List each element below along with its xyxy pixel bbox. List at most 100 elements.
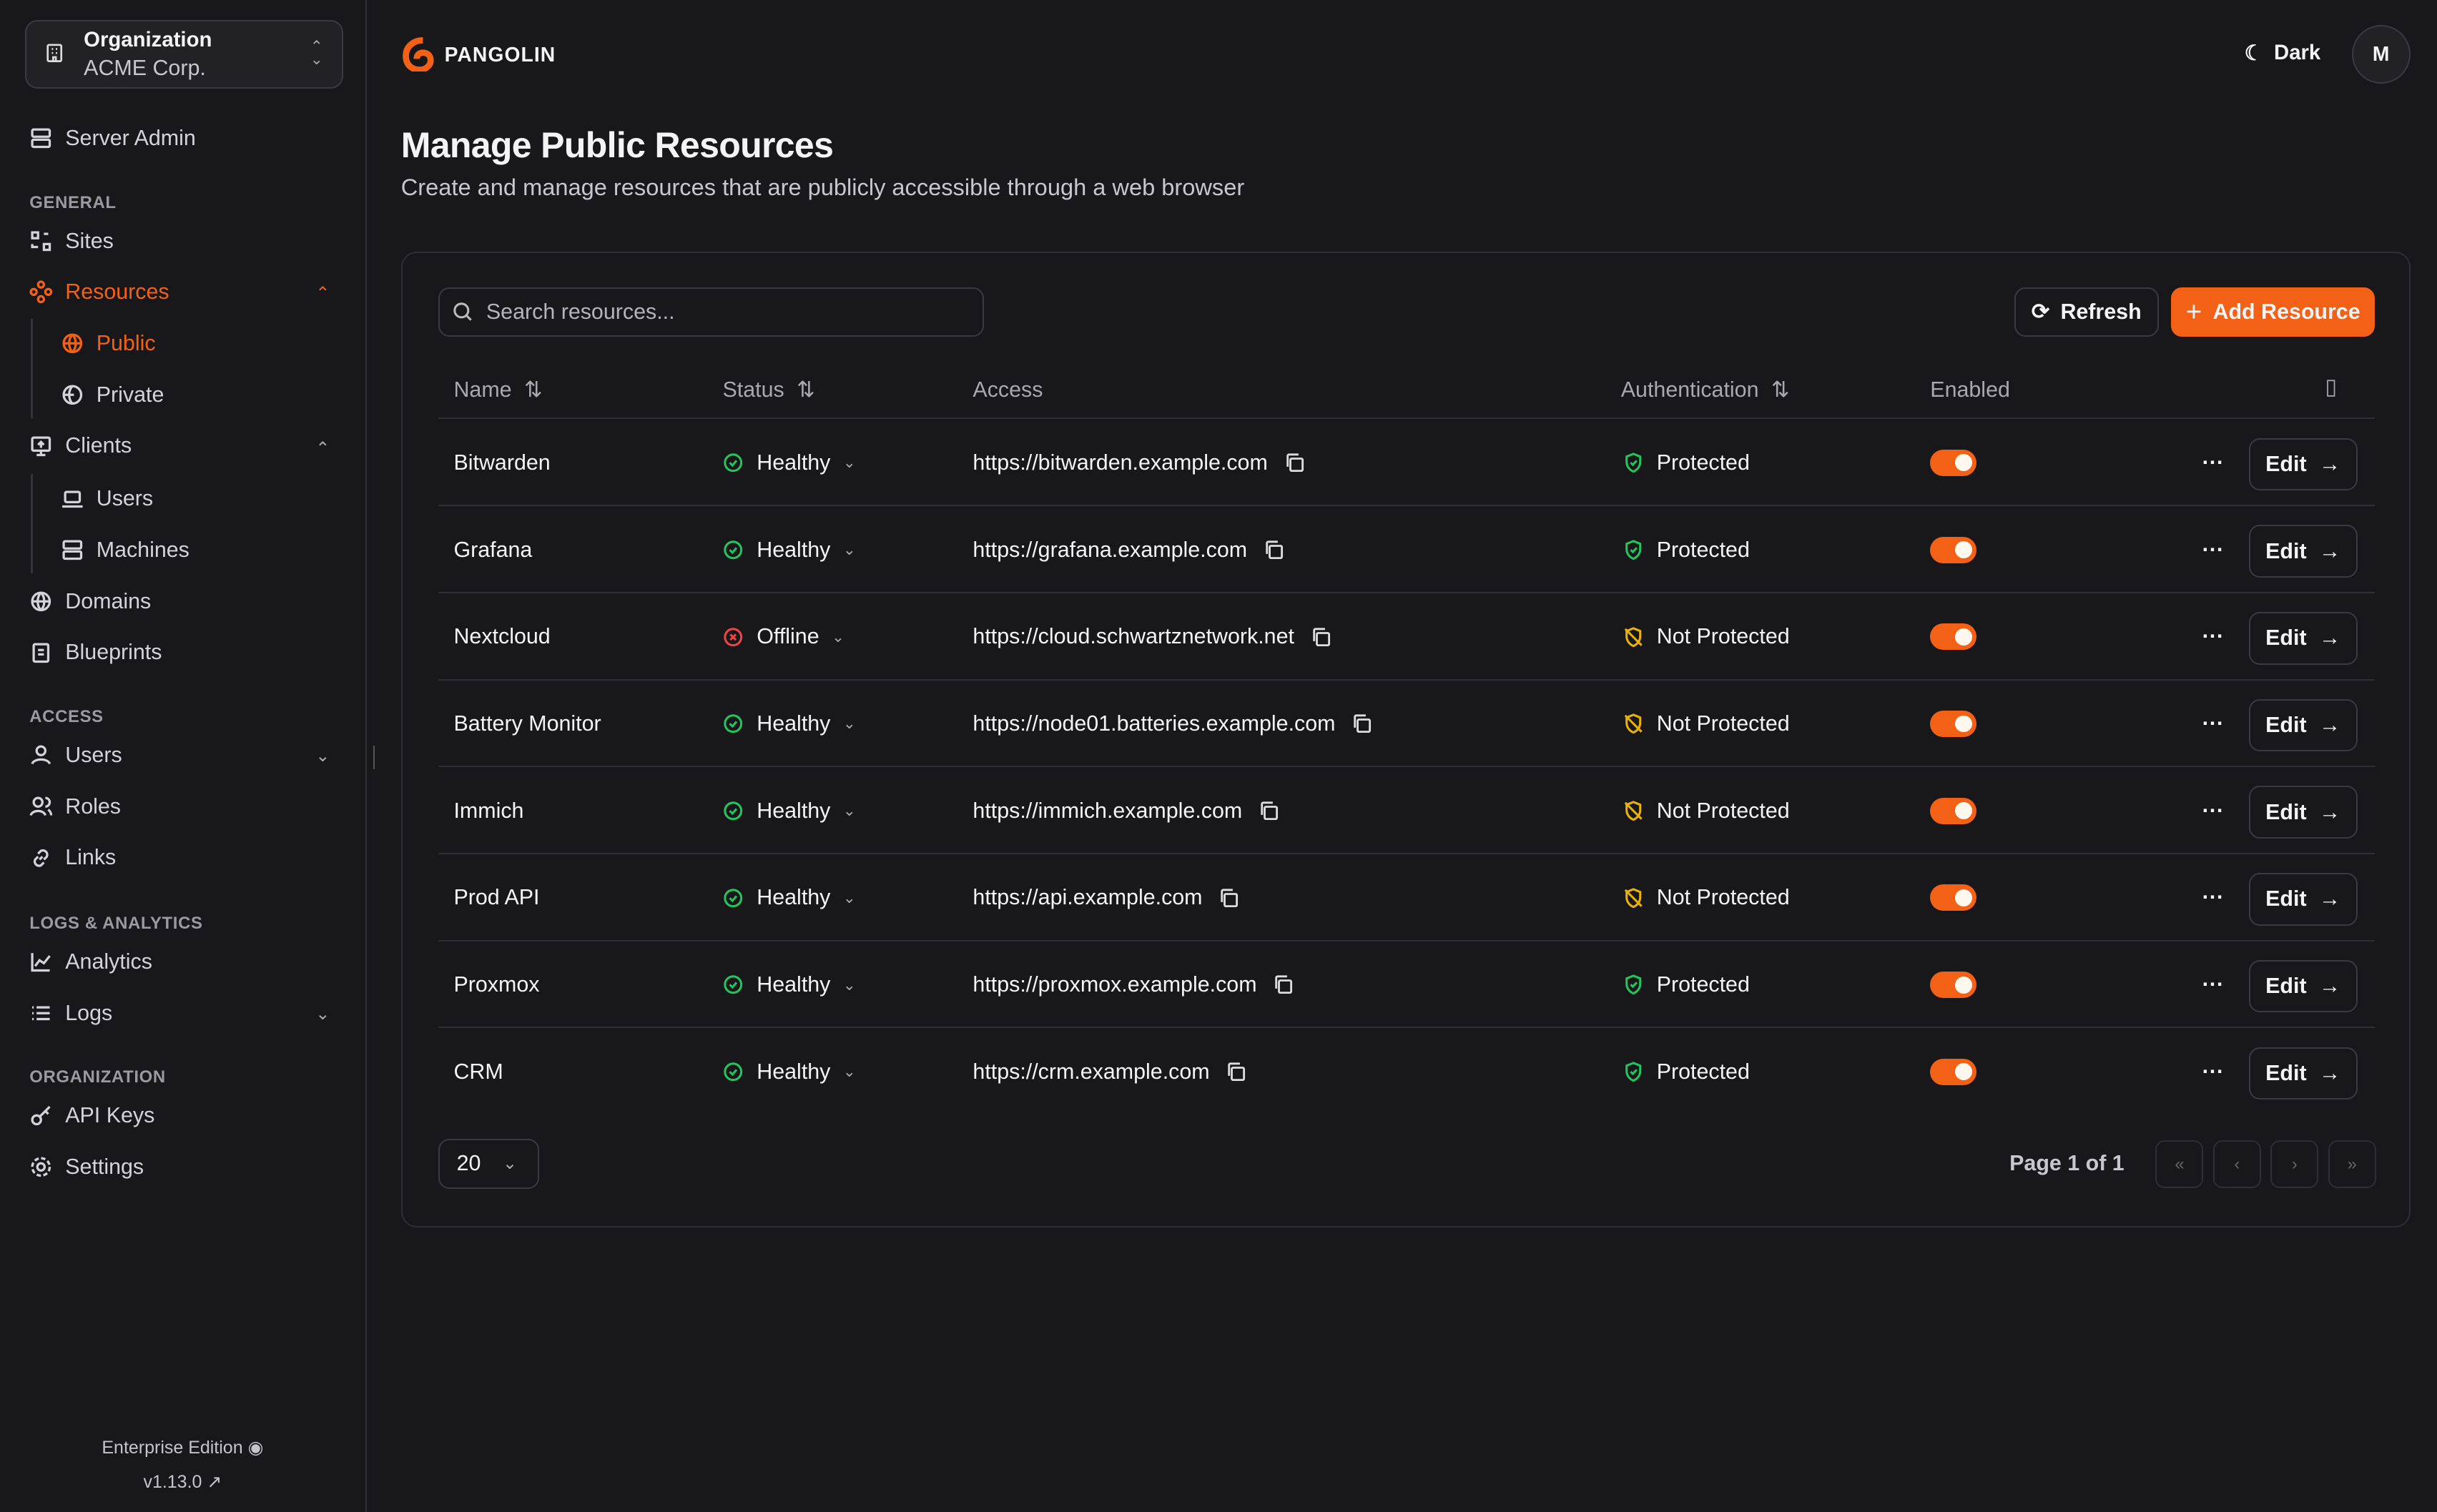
more-actions-icon[interactable]: ··· [2202, 972, 2225, 997]
chevron-up-icon[interactable]: ⌃ [315, 283, 330, 303]
copy-icon[interactable] [1258, 800, 1279, 821]
enabled-toggle[interactable] [1930, 681, 1977, 768]
edit-button[interactable]: Edit → [2248, 698, 2358, 752]
add-resource-button[interactable]: + Add Resource [2171, 287, 2375, 337]
toggle-switch[interactable] [1930, 449, 1977, 476]
avatar[interactable]: M [2351, 24, 2411, 84]
copy-icon[interactable] [1272, 974, 1294, 995]
copy-icon[interactable] [1218, 887, 1239, 909]
access-link[interactable]: https://bitwarden.example.com [973, 450, 1268, 475]
copy-icon[interactable] [1263, 539, 1284, 560]
chevron-down-icon[interactable]: ⌄ [315, 746, 330, 766]
copy-icon[interactable] [1284, 452, 1305, 473]
nav-logs[interactable]: Logs [29, 1001, 112, 1026]
key-icon [31, 1106, 51, 1126]
edit-button[interactable]: Edit → [2248, 959, 2358, 1013]
more-actions-icon[interactable]: ··· [2202, 798, 2225, 823]
chevron-down-icon[interactable]: ⌄ [315, 1004, 330, 1024]
column-status[interactable]: Status ⇅ [722, 377, 814, 402]
enabled-toggle[interactable] [1930, 1028, 1977, 1115]
column-name[interactable]: Name ⇅ [453, 377, 542, 402]
first-page-button[interactable]: « [2155, 1140, 2204, 1189]
chevron-up-icon[interactable]: ⌃ [315, 438, 330, 458]
access-link[interactable]: https://node01.batteries.example.com [973, 711, 1336, 736]
search-input[interactable]: Search resources... [438, 287, 984, 337]
sidebar-resize-handle[interactable] [373, 746, 375, 769]
nav-settings[interactable]: Settings [29, 1155, 144, 1180]
status-dropdown[interactable]: Healthy ⌄ [722, 767, 856, 854]
nav-private[interactable]: Private [61, 382, 164, 407]
table-row: Battery Monitor Healthy ⌄ https://node01.… [438, 678, 2375, 768]
version-link[interactable]: v1.13.0 ↗ [0, 1471, 365, 1493]
toggle-switch[interactable] [1930, 1058, 1977, 1085]
column-authentication[interactable]: Authentication ⇅ [1621, 377, 1790, 402]
columns-toggle-icon[interactable]: ▯ [2325, 374, 2338, 399]
status-dropdown[interactable]: Healthy ⌄ [722, 854, 856, 942]
enabled-toggle[interactable] [1930, 419, 1977, 506]
arrow-right-icon: → [2318, 712, 2341, 737]
nav-server-admin[interactable]: Server Admin [29, 126, 196, 151]
enabled-toggle[interactable] [1930, 506, 1977, 593]
nav-links[interactable]: Links [29, 845, 116, 870]
refresh-button[interactable]: ⟳ Refresh [2014, 287, 2159, 337]
more-actions-icon[interactable]: ··· [2202, 537, 2225, 562]
toggle-switch[interactable] [1930, 623, 1977, 651]
copy-icon[interactable] [1310, 626, 1331, 648]
edit-button[interactable]: Edit → [2248, 525, 2358, 578]
edit-button[interactable]: Edit → [2248, 786, 2358, 839]
status-dropdown[interactable]: Offline ⌄ [722, 593, 845, 681]
status-dropdown[interactable]: Healthy ⌄ [722, 1028, 856, 1115]
status-dropdown[interactable]: Healthy ⌄ [722, 681, 856, 768]
enabled-toggle[interactable] [1930, 593, 1977, 681]
edition-link[interactable]: Enterprise Edition ◉ [0, 1437, 365, 1458]
status-dropdown[interactable]: Healthy ⌄ [722, 506, 856, 593]
nav-roles[interactable]: Roles [29, 794, 121, 819]
status-text: Healthy [757, 711, 831, 736]
access-link[interactable]: https://proxmox.example.com [973, 972, 1257, 997]
toggle-switch[interactable] [1930, 884, 1977, 911]
enabled-toggle[interactable] [1930, 767, 1977, 854]
access-link[interactable]: https://api.example.com [973, 885, 1203, 910]
toggle-switch[interactable] [1930, 972, 1977, 999]
access-link[interactable]: https://cloud.schwartznetwork.net [973, 624, 1294, 649]
access-link[interactable]: https://crm.example.com [973, 1059, 1210, 1084]
theme-toggle[interactable]: ☾ Dark [2245, 41, 2321, 66]
enabled-toggle[interactable] [1930, 942, 1977, 1029]
page-size-select[interactable]: 20 ⌄ [438, 1138, 539, 1189]
toggle-switch[interactable] [1930, 797, 1977, 824]
next-page-button[interactable]: › [2270, 1140, 2319, 1189]
nav-blueprints[interactable]: Blueprints [29, 640, 162, 665]
prev-page-button[interactable]: ‹ [2212, 1140, 2261, 1189]
nav-analytics[interactable]: Analytics [29, 949, 152, 974]
more-actions-icon[interactable]: ··· [2202, 885, 2225, 910]
nav-resources[interactable]: Resources [29, 280, 169, 305]
more-actions-icon[interactable]: ··· [2202, 624, 2225, 649]
edit-button[interactable]: Edit → [2248, 1047, 2358, 1100]
enabled-toggle[interactable] [1930, 854, 1977, 942]
org-selector[interactable]: Organization ACME Corp. ⌃ ⌄ [24, 20, 343, 89]
nav-users[interactable]: Users [29, 743, 122, 768]
edit-button[interactable]: Edit → [2248, 873, 2358, 926]
more-actions-icon[interactable]: ··· [2202, 711, 2225, 736]
more-actions-icon[interactable]: ··· [2202, 1059, 2225, 1084]
nav-domains[interactable]: Domains [29, 589, 151, 614]
toggle-switch[interactable] [1930, 536, 1977, 563]
nav-public[interactable]: Public [61, 331, 156, 356]
nav-client-users[interactable]: Users [61, 486, 153, 511]
access-link[interactable]: https://grafana.example.com [973, 537, 1248, 562]
toggle-switch[interactable] [1930, 711, 1977, 737]
page-size-value: 20 [456, 1151, 481, 1176]
last-page-button[interactable]: » [2328, 1140, 2376, 1189]
copy-icon[interactable] [1351, 713, 1372, 734]
edit-button[interactable]: Edit → [2248, 438, 2358, 491]
access-link[interactable]: https://immich.example.com [973, 798, 1243, 823]
nav-api-keys[interactable]: API Keys [29, 1103, 154, 1128]
edit-button[interactable]: Edit → [2248, 611, 2358, 665]
nav-clients[interactable]: Clients [29, 433, 132, 458]
nav-machines[interactable]: Machines [61, 538, 189, 563]
copy-icon[interactable] [1225, 1061, 1246, 1082]
status-dropdown[interactable]: Healthy ⌄ [722, 419, 856, 506]
nav-sites[interactable]: Sites [29, 229, 114, 254]
more-actions-icon[interactable]: ··· [2202, 450, 2225, 475]
status-dropdown[interactable]: Healthy ⌄ [722, 942, 856, 1029]
